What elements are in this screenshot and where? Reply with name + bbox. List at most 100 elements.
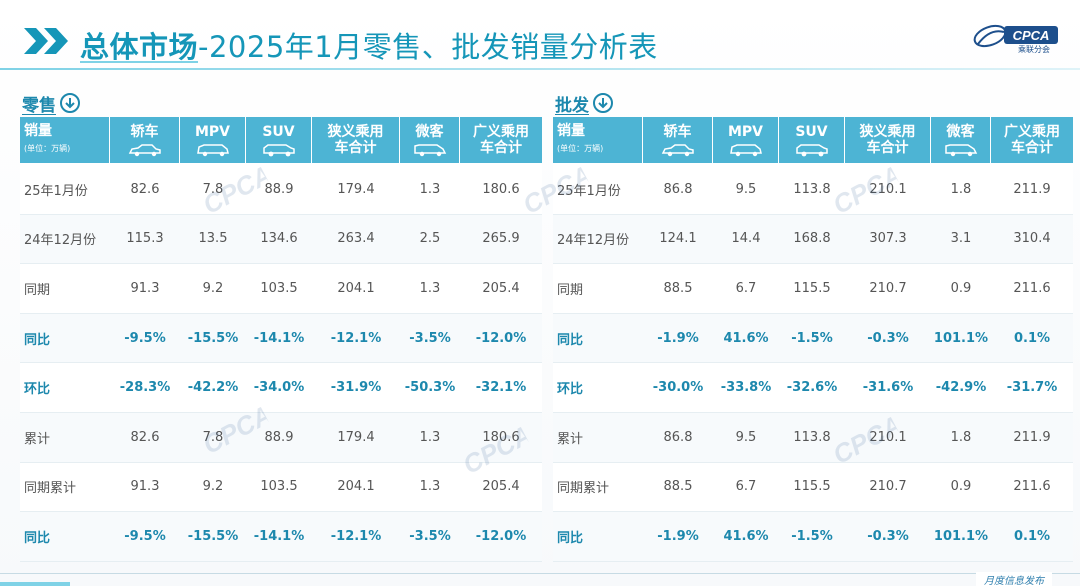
row-label: 同比 (557, 332, 584, 348)
row-label: 环比 (24, 382, 51, 398)
table-cell: 88.9 (264, 181, 294, 197)
table-cell: -3.5% (409, 528, 451, 544)
table-cell: 0.9 (950, 280, 972, 296)
row-label: 24年12月份 (557, 233, 630, 249)
table-row: 同期累计 88.5 6.7 115.5 210.7 0.9 211.6 (553, 462, 1073, 513)
row-label: 24年12月份 (24, 233, 97, 249)
row-label: 25年1月份 (24, 183, 88, 199)
header-cell-narrow-total: 狭义乘用车合计 (845, 117, 931, 163)
table-cell: -9.5% (124, 528, 166, 544)
table-cell: 180.6 (482, 181, 520, 197)
table-cell: -1.5% (791, 330, 833, 346)
table-cell: 0.1% (1013, 528, 1051, 544)
table-cell: 9.5 (735, 429, 757, 445)
table-row: 累计 82.6 7.8 88.9 179.4 1.3 180.6 (20, 412, 542, 463)
table-cell: 210.1 (869, 429, 907, 445)
table-cell: 0.9 (950, 479, 972, 495)
header-label: 狭义乘用车合计 (859, 124, 916, 156)
suv-icon (262, 143, 295, 156)
row-label: 同比 (24, 530, 51, 546)
table-cell: 41.6% (723, 528, 769, 544)
table-cell: 134.6 (260, 231, 298, 247)
header-divider (0, 68, 1080, 70)
header-cell-suv: SUV (779, 117, 845, 163)
table-cell: 211.6 (1013, 479, 1051, 495)
table-cell: -31.7% (1006, 380, 1058, 396)
retail-section-label: 零售 (22, 92, 80, 116)
table-row: 环比 -30.0% -33.8% -32.6% -31.6% -42.9% -31.7% (553, 363, 1073, 413)
header-unit-label: (单位：万辆) (557, 144, 604, 153)
table-cell: 210.7 (869, 479, 907, 495)
table-cell: 1.3 (419, 479, 441, 495)
table-cell: 1.3 (419, 429, 441, 445)
mpv-icon (196, 143, 229, 156)
header-label: 微客 (946, 123, 975, 140)
cpca-logo: CPCA (973, 24, 1058, 48)
table-cell: 115.5 (793, 280, 831, 296)
table-cell: 210.7 (869, 280, 907, 296)
table-cell: 113.8 (793, 429, 831, 445)
header-label: 广义乘用车合计 (473, 124, 529, 156)
table-cell: 0.1% (1013, 330, 1051, 346)
table-cell: 113.8 (793, 181, 831, 197)
wholesale-section-label: 批发 (555, 92, 613, 116)
table-cell: 265.9 (482, 231, 520, 247)
header: 总体市场-2025年1月零售、批发销量分析表 CPCA 乘联分会 (0, 10, 1080, 72)
header-cell-minivan: 微客 (400, 117, 460, 163)
table-row: 同比 -9.5% -15.5% -14.1% -12.1% -3.5% -12.0% (20, 313, 542, 364)
table-cell: -12.1% (330, 330, 382, 346)
table-cell: 179.4 (337, 181, 375, 197)
table-cell: 210.1 (869, 181, 907, 197)
table-cell: 179.4 (337, 429, 375, 445)
table-cell: 2.5 (419, 231, 441, 247)
retail-label-text: 零售 (22, 95, 56, 116)
table-cell: 115.3 (126, 231, 164, 247)
header-unit-label: (单位：万辆) (24, 144, 71, 153)
table-cell: 6.7 (735, 479, 757, 495)
title-strong: 总体市场 (80, 30, 199, 64)
table-cell: -31.6% (862, 380, 914, 396)
retail-table-body: 25年1月份 82.6 7.8 88.9 179.4 1.3 180.6 24年12月份 115… (20, 165, 542, 562)
table-row: 累计 86.8 9.5 113.8 210.1 1.8 211.9 (553, 412, 1073, 463)
header-cell-narrow-total: 狭义乘用车合计 (312, 117, 400, 163)
arrow-down-circle-icon (593, 93, 613, 113)
wholesale-table-header: 销量 (单位：万辆) 轿车 MPV SUV 狭义乘用车合计 微客 (553, 117, 1073, 165)
table-row: 24年12月份 124.1 14.4 168.8 307.3 3.1 310.4 (553, 214, 1073, 265)
table-cell: 41.6% (723, 330, 769, 346)
header-label: SUV (795, 123, 828, 140)
minivan-icon (944, 143, 977, 156)
table-cell: 1.3 (419, 181, 441, 197)
header-cell-mpv: MPV (180, 117, 246, 163)
footer-divider (0, 573, 1080, 574)
table-cell: -33.8% (720, 380, 772, 396)
header-label: 狭义乘用车合计 (327, 124, 384, 156)
table-row: 同期累计 91.3 9.2 103.5 204.1 1.3 205.4 (20, 462, 542, 513)
table-cell: -15.5% (187, 528, 239, 544)
table-cell: -1.5% (791, 528, 833, 544)
title-rest: -2025年1月零售、批发销量分析表 (198, 30, 658, 64)
table-cell: 9.2 (202, 280, 224, 296)
header-label: 广义乘用车合计 (1004, 124, 1060, 156)
row-label: 累计 (557, 431, 584, 447)
arrow-down-circle-icon (60, 93, 80, 113)
table-cell: -9.5% (124, 330, 166, 346)
table-cell: 205.4 (482, 479, 520, 495)
row-label: 25年1月份 (557, 183, 621, 199)
table-cell: -32.1% (475, 380, 527, 396)
table-cell: -12.0% (475, 330, 527, 346)
table-cell: -50.3% (404, 380, 456, 396)
table-cell: 307.3 (869, 231, 907, 247)
table-row: 25年1月份 82.6 7.8 88.9 179.4 1.3 180.6 (20, 165, 542, 215)
header-label: MPV (194, 123, 231, 140)
table-row: 同比 -1.9% 41.6% -1.5% -0.3% 101.1% 0.1% (553, 313, 1073, 364)
sedan-icon (661, 143, 694, 156)
table-cell: -1.9% (657, 330, 699, 346)
logo-text: CPCA (1013, 28, 1050, 43)
table-cell: 9.2 (202, 479, 224, 495)
table-row: 24年12月份 115.3 13.5 134.6 263.4 2.5 265.9 (20, 214, 542, 265)
table-cell: 88.5 (663, 280, 693, 296)
header-cell-sales: 销量 (单位：万辆) (20, 117, 110, 163)
table-cell: 115.5 (793, 479, 831, 495)
table-cell: 7.8 (202, 181, 224, 197)
table-cell: -12.1% (330, 528, 382, 544)
